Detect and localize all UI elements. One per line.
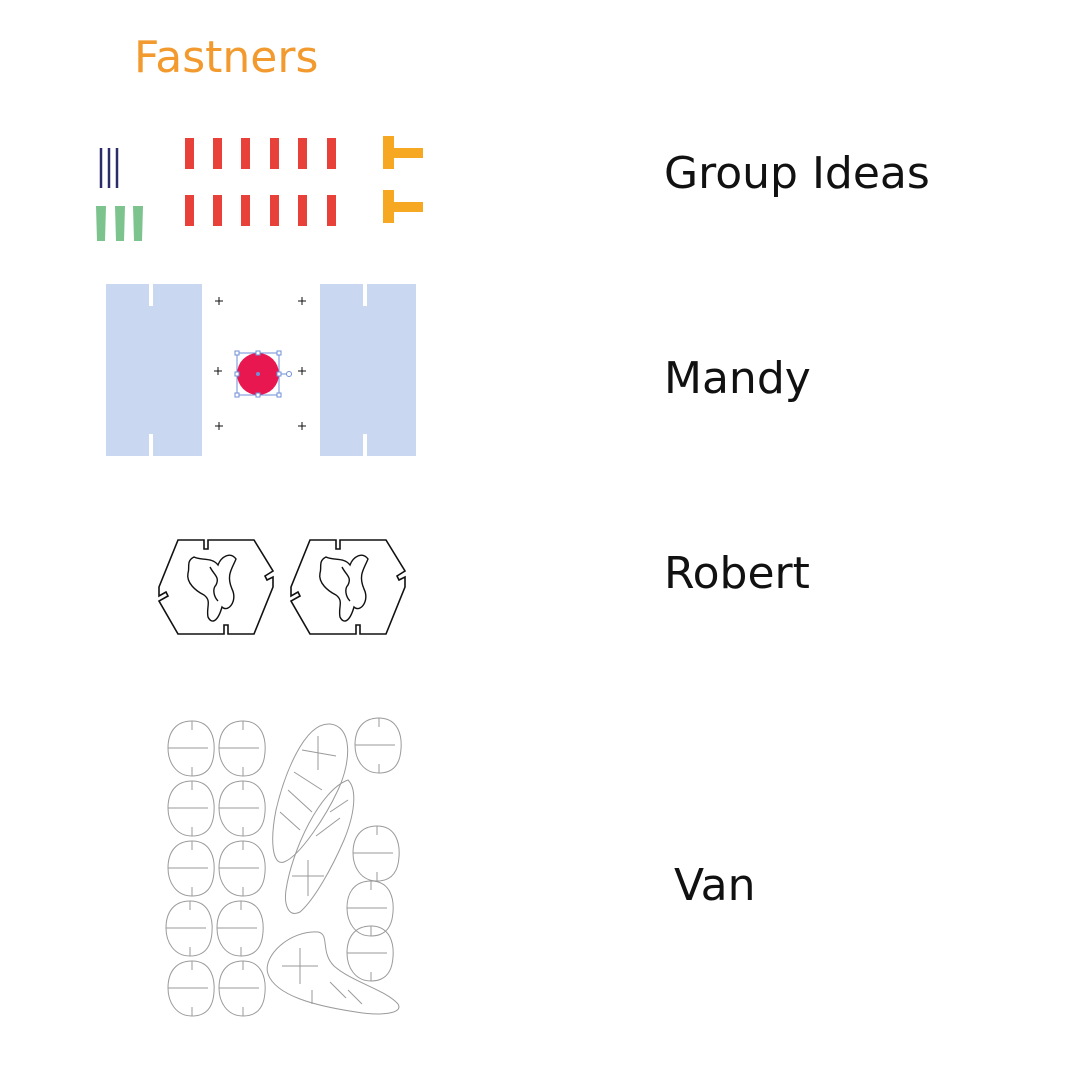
orange-t-pegs: [383, 136, 423, 223]
page-heading: Fastners: [134, 32, 319, 83]
green-pegs: [96, 206, 143, 241]
hexagon-piece-right: [290, 539, 406, 635]
van-label: Van: [674, 860, 756, 911]
hexagon-piece-left: [158, 539, 274, 635]
crosshair-marks: [214, 297, 306, 430]
group-ideas-label: Group Ideas: [664, 148, 930, 199]
right-slotted-panel: [320, 284, 416, 456]
robert-label: Robert: [664, 548, 810, 599]
robert-design: [158, 539, 406, 635]
navy-pegs: [99, 148, 119, 188]
left-slotted-panel: [106, 284, 202, 456]
mandy-label: Mandy: [664, 353, 811, 404]
fastener-group: [96, 136, 423, 241]
mandy-design: [106, 284, 416, 456]
red-pegs: [185, 138, 336, 226]
selection-box: [234, 350, 292, 398]
van-design: [165, 717, 402, 1017]
